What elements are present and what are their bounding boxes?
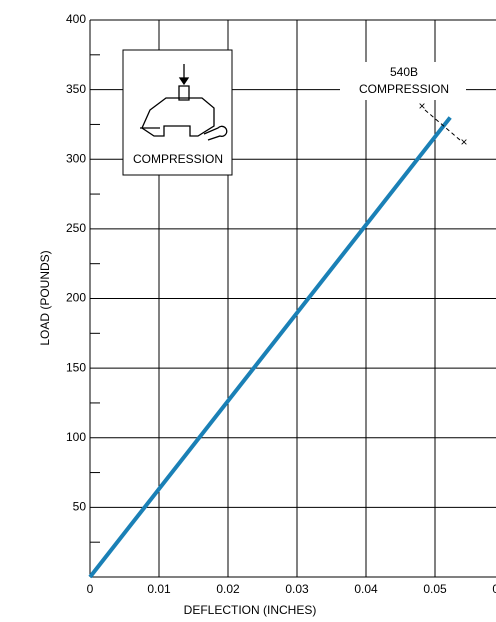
y-tick-label: 250 — [66, 221, 86, 235]
annotation-line1: 540B — [390, 65, 418, 79]
y-tick-label: 350 — [66, 82, 86, 96]
inset-caption: COMPRESSION — [133, 152, 223, 166]
x-tick-label: 0.02 — [216, 582, 240, 596]
x-tick-label: 0.05 — [423, 582, 447, 596]
inset-icon — [140, 64, 228, 141]
x-tick-label: 0.04 — [354, 582, 378, 596]
x-tick-label: 0.03 — [285, 582, 309, 596]
annotation-leader — [424, 109, 461, 141]
arrow-head — [178, 77, 190, 86]
stud — [178, 85, 190, 101]
x-axis-label: DEFLECTION (INCHES) — [184, 603, 317, 617]
x-marker: × — [460, 135, 467, 149]
data-line — [88, 116, 452, 579]
x-tick-label: 0.01 — [147, 582, 171, 596]
mount-base — [140, 125, 228, 141]
mount-body — [141, 97, 215, 137]
y-tick-label: 150 — [66, 360, 86, 374]
y-tick-label: 400 — [66, 12, 86, 26]
y-tick-label: 100 — [66, 430, 86, 444]
y-axis-label: LOAD (POUNDS) — [38, 250, 52, 345]
y-tick-label: 200 — [66, 291, 86, 305]
y-tick-label: 300 — [66, 151, 86, 165]
x-tick-label: 0.06 — [492, 582, 496, 596]
label-bg — [340, 62, 466, 100]
x-marker: × — [418, 99, 425, 113]
x-tick-label: 0 — [87, 582, 94, 596]
annotation-line2: COMPRESSION — [359, 82, 449, 96]
y-tick-label: 50 — [73, 500, 87, 514]
